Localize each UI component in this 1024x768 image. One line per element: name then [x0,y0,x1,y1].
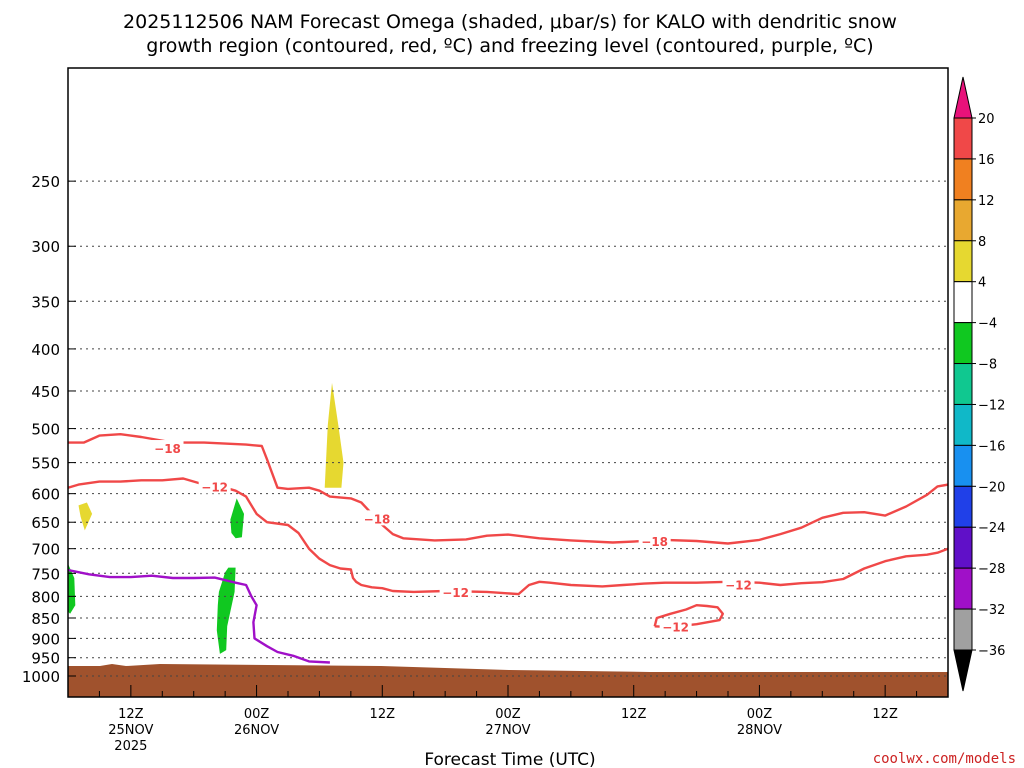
contour-label-bg [198,478,231,494]
contour-label-dgz-minus-12-closed-0: −12 [662,620,689,634]
terrain-fill [68,664,948,697]
x-tick-label-78-0: 12Z [872,707,898,722]
colorbar-bin-2 [953,199,973,242]
contour-label-dgz-minus-18-0: −18 [154,442,181,456]
colorbar-label-3: 8 [978,235,986,250]
shaded-region-omega-neg-1 [68,563,76,614]
contour-label-bg [638,532,671,548]
title-line-2: growth region (contoured, red, ºC) and f… [146,35,873,57]
y-tick-label-550: 550 [31,455,60,473]
y-tick-label-700: 700 [31,541,60,559]
colorbar: 20 16 12 8 4 −4 −8 −12 −16 −20 −24 −28 −32 −36 [953,76,1005,692]
y-tick-label-1000: 1000 [22,668,60,686]
y-tick-label-600: 600 [31,486,60,504]
credit-text: coolwx.com/models [873,751,1016,767]
omega-shading [68,382,344,654]
contour-lines: −18 −18 −18 −12 −12 −12 −12 [68,433,948,664]
contour-label-bg [151,440,184,456]
contour-label-dgz-minus-12-1: −12 [442,586,469,600]
colorbar-bin-10 [953,526,973,569]
y-tick-label-350: 350 [31,293,60,311]
colorbar-label-13: −36 [978,644,1005,659]
shaded-region-omega-neg-2 [230,498,244,539]
title-line-1: 2025112506 NAM Forecast Omega (shaded, μ… [123,11,897,33]
terrain [68,664,948,697]
colorbar-bin-6 [953,363,973,405]
x-tick-label-66-1: 28NOV [737,723,782,738]
contour-dgz-minus-18 [68,433,948,545]
contour-label-bg [659,618,692,634]
colorbar-label-5: −4 [978,317,997,332]
chart-title: 2025112506 NAM Forecast Omega (shaded, μ… [123,11,897,57]
x-tick-label-54-0: 12Z [621,707,647,722]
colorbar-bin-3 [953,240,973,283]
x-tick-label-42-0: 00Z [495,707,521,722]
y-tick-label-300: 300 [31,238,60,256]
colorbar-bin-9 [953,485,973,528]
colorbar-label-8: −16 [978,439,1005,454]
colorbar-bin-0 [953,117,973,160]
shaded-region-omega-pos-2 [324,382,344,488]
contour-label-bg [439,583,472,599]
x-axis-title: Forecast Time (UTC) [424,750,595,768]
contour-label-dgz-minus-12-2: −12 [725,579,752,593]
colorbar-label-9: −20 [978,480,1005,495]
x-tick-label-42-1: 27NOV [485,723,530,738]
colorbar-bin-7 [953,403,973,446]
x-tick-label-6-1: 25NOV [108,723,153,738]
colorbar-label-2: 12 [978,194,995,209]
contour-label-dgz-minus-18-1: −18 [364,512,391,526]
y-tick-label-250: 250 [31,173,60,191]
y-tick-label-950: 950 [31,650,60,668]
y-axis-ticks: 250 300 350 400 450 500 550 600 650 700 750 800 850 9… [22,173,76,686]
y-tick-label-400: 400 [31,341,60,359]
shaded-region-omega-neg-3 [216,567,236,654]
colorbar-top-arrow [953,76,973,119]
colorbar-bin-4 [953,281,973,324]
x-tick-label-6-2: 2025 [114,739,147,754]
contour-freezing-level [68,568,330,664]
contour-label-dgz-minus-18-2: −18 [641,535,668,549]
contour-dgz-minus-12-closed [653,604,724,629]
grid-lines [68,180,948,677]
colorbar-bin-11 [953,567,973,610]
colorbar-bin-1 [953,158,973,201]
x-tick-label-66-0: 00Z [747,707,773,722]
colorbar-bin-8 [953,444,973,487]
shaded-region-omega-pos-1 [78,502,93,531]
y-tick-label-650: 650 [31,514,60,532]
y-tick-label-500: 500 [31,421,60,439]
colorbar-label-7: −12 [978,398,1005,413]
colorbar-label-0: 20 [978,112,995,127]
y-tick-label-800: 800 [31,588,60,606]
contour-label-bg [361,510,394,526]
x-tick-label-18-0: 00Z [244,707,270,722]
colorbar-label-11: −28 [978,562,1005,577]
contour-label-dgz-minus-12-0: −12 [201,480,228,494]
colorbar-bin-12 [953,608,973,651]
colorbar-bottom-arrow [953,649,973,692]
colorbar-bin-5 [953,322,973,365]
y-tick-label-850: 850 [31,610,60,628]
x-tick-label-6-0: 12Z [118,707,144,722]
colorbar-label-12: −32 [978,603,1005,618]
x-tick-label-30-0: 12Z [370,707,396,722]
colorbar-label-10: −24 [978,521,1005,536]
y-tick-label-750: 750 [31,565,60,583]
plot-border [67,67,949,698]
colorbar-label-6: −8 [978,358,997,373]
x-tick-label-18-1: 26NOV [234,723,279,738]
y-tick-label-450: 450 [31,383,60,401]
colorbar-label-1: 16 [978,153,995,168]
plot-frame [67,67,949,698]
contour-label-bg [722,576,755,592]
colorbar-label-4: 4 [978,276,986,291]
y-tick-label-900: 900 [31,630,60,648]
